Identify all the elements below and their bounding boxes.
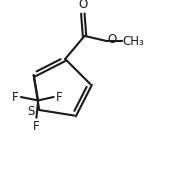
Text: O: O bbox=[108, 33, 117, 46]
Text: O: O bbox=[78, 0, 87, 11]
Text: CH₃: CH₃ bbox=[122, 35, 144, 48]
Text: S: S bbox=[27, 105, 35, 118]
Text: F: F bbox=[12, 91, 19, 104]
Text: F: F bbox=[56, 91, 62, 104]
Text: F: F bbox=[33, 120, 40, 133]
